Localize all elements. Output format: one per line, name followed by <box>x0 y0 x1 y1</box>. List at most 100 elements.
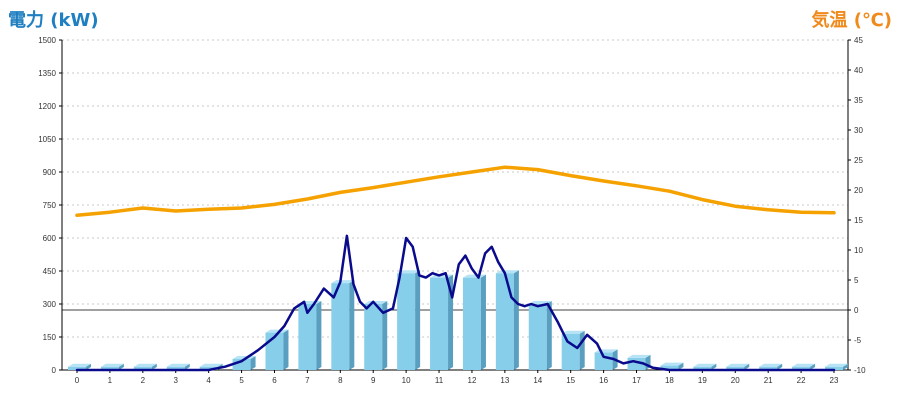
x-tick-label: 12 <box>468 376 477 385</box>
bar-top <box>660 362 684 366</box>
bar-side <box>579 330 585 370</box>
bar-top <box>133 363 157 367</box>
right-tick-label: 30 <box>854 126 863 135</box>
bar-side <box>777 363 783 370</box>
bar-side <box>546 301 552 370</box>
bar-side <box>349 280 355 370</box>
bar-top <box>726 363 750 367</box>
bar-side <box>513 270 519 370</box>
bar-top <box>693 363 717 367</box>
bar <box>133 366 152 370</box>
left-tick-label: 1200 <box>38 102 56 111</box>
bar <box>495 273 514 370</box>
x-tick-label: 17 <box>632 376 641 385</box>
left-tick-label: 150 <box>43 333 57 342</box>
bar <box>759 366 778 370</box>
bar-top <box>68 363 91 367</box>
bar <box>364 304 383 370</box>
bar <box>726 366 745 370</box>
bar-top <box>792 363 816 367</box>
bar-top <box>825 363 848 367</box>
x-tick-label: 6 <box>272 376 277 385</box>
bar-top <box>561 330 585 334</box>
bar-top <box>759 363 783 367</box>
bar-top <box>397 270 421 274</box>
x-tick-label: 8 <box>338 376 343 385</box>
x-tick-label: 18 <box>665 376 674 385</box>
bar-side <box>118 363 124 370</box>
bar-side <box>184 363 190 370</box>
left-axis-title: 電力 (kW) <box>8 10 99 31</box>
right-tick-label: -10 <box>854 366 866 375</box>
bar <box>331 283 350 370</box>
bar-side <box>151 363 157 370</box>
right-tick-label: -5 <box>854 336 862 345</box>
x-tick-label: 22 <box>797 376 806 385</box>
bar-top <box>627 354 651 358</box>
right-tick-label: 25 <box>854 156 863 165</box>
left-tick-label: 1500 <box>38 36 56 45</box>
bar <box>166 366 185 370</box>
bar-side <box>744 363 750 370</box>
right-tick-label: 45 <box>854 36 863 45</box>
x-tick-label: 4 <box>206 376 211 385</box>
x-tick-label: 19 <box>698 376 707 385</box>
bar <box>232 359 251 370</box>
x-tick-label: 10 <box>402 376 411 385</box>
left-tick-label: 0 <box>52 366 57 375</box>
x-tick-label: 11 <box>435 376 444 385</box>
bar-top <box>265 329 289 333</box>
bar <box>298 304 317 370</box>
x-tick-label: 21 <box>764 376 773 385</box>
right-tick-label: 15 <box>854 216 863 225</box>
x-tick-label: 13 <box>500 376 509 385</box>
x-tick-label: 7 <box>305 376 310 385</box>
bar-side <box>678 362 684 370</box>
x-tick-label: 20 <box>731 376 740 385</box>
bar-top <box>199 363 223 367</box>
bar-top <box>100 363 124 367</box>
power-line <box>75 234 836 372</box>
bar-side <box>283 329 289 370</box>
x-tick-label: 16 <box>599 376 608 385</box>
bar <box>660 365 679 370</box>
bar <box>100 366 119 370</box>
bar-side <box>250 356 256 370</box>
right-tick-label: 10 <box>854 246 863 255</box>
left-tick-label: 900 <box>43 168 57 177</box>
right-tick-label: 40 <box>854 66 863 75</box>
bar-top <box>495 270 519 274</box>
bar <box>397 273 416 370</box>
bar-side <box>382 301 388 370</box>
x-tick-label: 1 <box>108 376 113 385</box>
bar <box>561 333 580 370</box>
x-tick-label: 3 <box>174 376 179 385</box>
bar <box>792 366 811 370</box>
bar-top <box>331 280 355 284</box>
x-tick-label: 15 <box>566 376 575 385</box>
right-tick-label: 20 <box>854 186 863 195</box>
x-tick-label: 9 <box>371 376 376 385</box>
left-tick-label: 600 <box>43 234 57 243</box>
x-tick-label: 5 <box>239 376 244 385</box>
bar-side <box>415 270 421 370</box>
bar-side <box>480 274 486 370</box>
x-tick-label: 14 <box>533 376 542 385</box>
bar-side <box>810 363 816 370</box>
bar-top <box>364 301 388 304</box>
bar <box>199 366 218 370</box>
left-tick-label: 300 <box>43 300 57 309</box>
bar <box>430 277 449 370</box>
bar <box>693 366 712 370</box>
bar <box>462 277 481 370</box>
x-tick-label: 2 <box>141 376 146 385</box>
bar-side <box>86 363 91 370</box>
bar-top <box>166 363 190 367</box>
bar-side <box>711 363 717 370</box>
x-tick-label: 0 <box>75 376 80 385</box>
bar <box>825 366 843 370</box>
bar <box>528 304 547 370</box>
bar <box>68 366 86 370</box>
